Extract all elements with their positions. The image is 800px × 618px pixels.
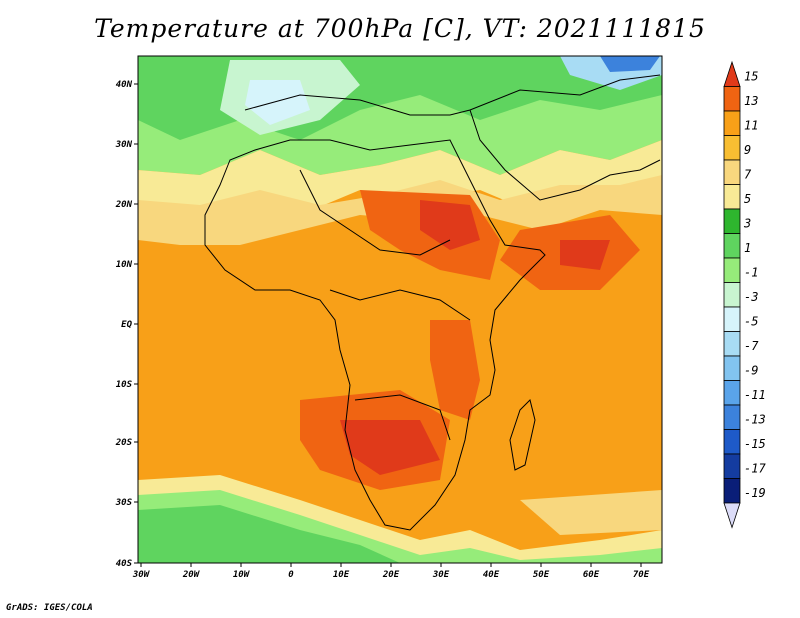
lat-tick-label: 20N (115, 200, 133, 210)
colorbar-swatch (723, 257, 741, 283)
lat-tick-label: 10S (116, 380, 133, 390)
colorbar-swatch (723, 404, 741, 430)
latitude-axis: 40N 30N 20N 10N EQ 10S 20S 30S 40S (115, 80, 138, 569)
footer-credit: GrADS: IGES/COLA (6, 603, 93, 613)
colorbar-swatch (723, 429, 741, 455)
lon-tick-label: 0 (288, 570, 294, 580)
colorbar-swatch (723, 306, 741, 332)
colorbar-label: 1 (744, 241, 751, 255)
lon-tick-label: 30E (432, 570, 450, 580)
colorbar-swatch (723, 233, 741, 259)
lat-tick-label: 30N (115, 140, 133, 150)
map-frame (137, 55, 663, 564)
colorbar-swatch (723, 110, 741, 136)
lat-tick-label: 30S (115, 498, 133, 508)
colorbar-swatch (723, 380, 741, 406)
lon-tick-label: 60E (583, 570, 600, 580)
colorbar-label: -17 (744, 462, 766, 476)
lon-tick-label: 50E (533, 570, 550, 580)
colorbar-label: 5 (744, 192, 751, 206)
colorbar-label: 3 (743, 217, 751, 231)
colorbar-swatch (723, 60, 741, 87)
colorbar-swatch (723, 502, 741, 529)
colorbar-swatch (723, 355, 741, 381)
colorbar-swatch (723, 453, 741, 479)
lon-tick-label: 20E (382, 570, 400, 580)
colorbar-label: -5 (744, 315, 758, 329)
colorbar-label: -15 (744, 437, 766, 451)
colorbar-swatch (723, 135, 741, 161)
lon-tick-label: 10W (233, 570, 251, 580)
lat-tick-label: 40N (116, 80, 133, 90)
colorbar-label: -7 (744, 339, 759, 353)
colorbar-label: -3 (744, 290, 758, 304)
colorbar-label: 11 (744, 119, 758, 133)
lon-tick-label: 70E (633, 570, 650, 580)
temperature-field (138, 56, 662, 563)
lat-tick-label: EQ (121, 320, 132, 330)
colorbar-label: -11 (744, 388, 766, 402)
lat-tick-label: 20S (115, 438, 133, 448)
lon-tick-label: 40E (483, 570, 500, 580)
colorbar: 15 13 11 9 7 5 3 1 -1 -3 -5 -7 -9 -11 -13 -15 -17 -19 (723, 60, 766, 529)
map-title: Temperature at 700hPa [C], VT: 202111181… (94, 14, 706, 43)
colorbar-swatch (723, 208, 741, 234)
colorbar-swatch (723, 159, 741, 185)
colorbar-label: 7 (744, 168, 752, 182)
lon-tick-label: 10E (333, 570, 350, 580)
colorbar-swatch (723, 86, 741, 112)
colorbar-label: -13 (744, 413, 766, 427)
colorbar-label: -1 (744, 266, 758, 280)
colorbar-label: -9 (744, 364, 758, 378)
longitude-axis: 30W 20W 10W 0 10E 20E 30E 40E 50E 60E 70E (132, 563, 650, 580)
colorbar-label: -19 (744, 486, 766, 500)
lon-tick-label: 30W (132, 570, 151, 580)
lat-tick-label: 40S (116, 559, 133, 569)
colorbar-swatch (723, 478, 741, 504)
colorbar-swatch (723, 282, 741, 308)
colorbar-label: 9 (744, 143, 751, 157)
colorbar-label: 13 (744, 94, 758, 108)
coastlines (204, 74, 661, 531)
lon-tick-label: 20W (182, 570, 201, 580)
colorbar-swatch (723, 184, 741, 210)
colorbar-swatch (723, 331, 741, 357)
lat-tick-label: 10N (116, 260, 133, 270)
colorbar-label: 15 (744, 70, 758, 84)
